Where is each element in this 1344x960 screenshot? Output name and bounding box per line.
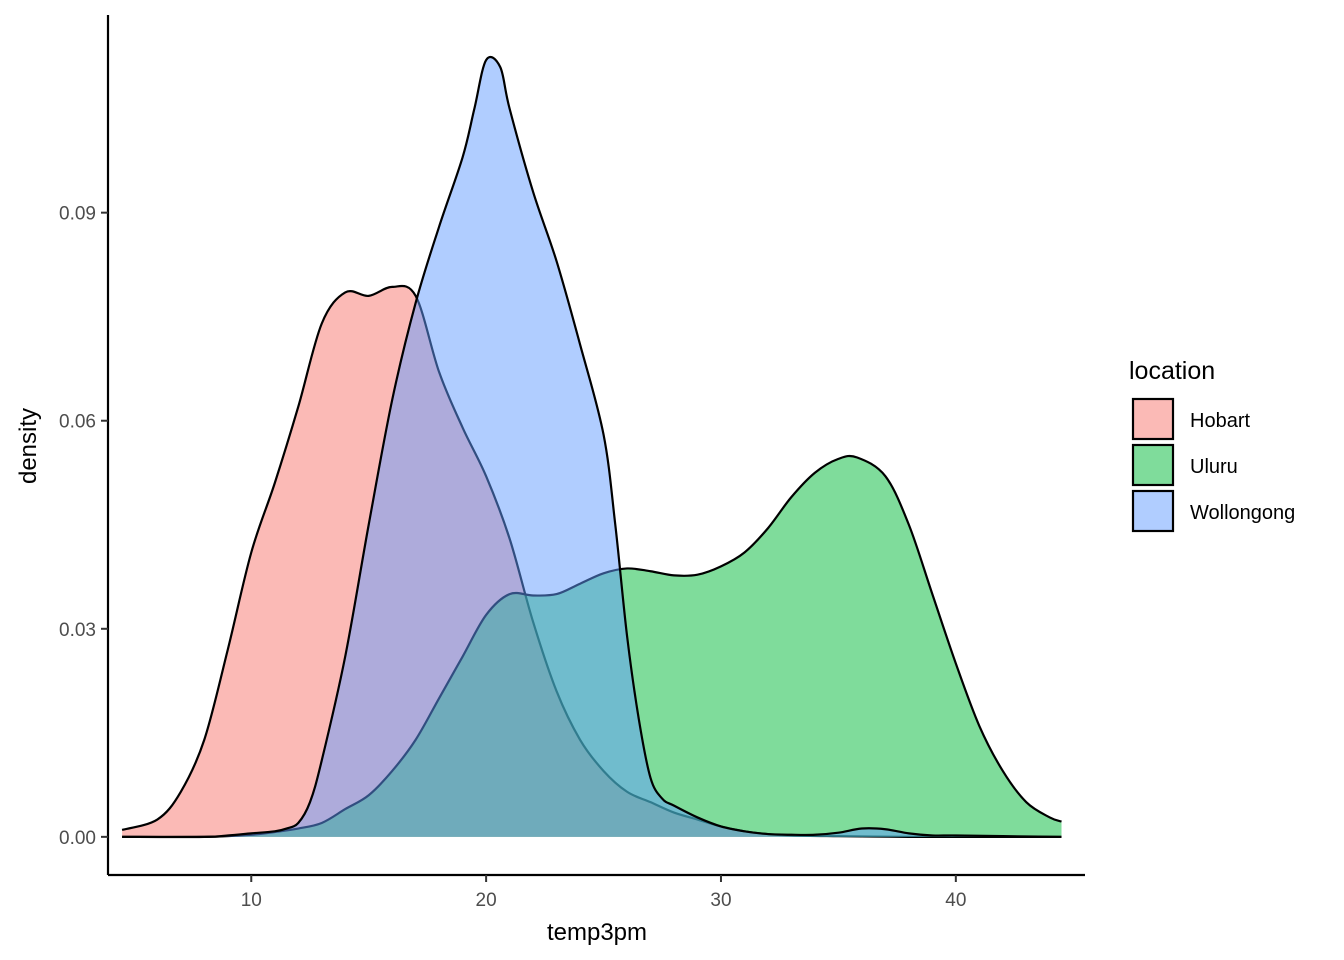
legend-swatch-wollongong [1131, 489, 1175, 533]
y-tick-label: 0.06 [59, 412, 96, 433]
y-axis-title: density [15, 408, 42, 484]
x-tick-label: 10 [241, 890, 262, 911]
legend-label-uluru: Uluru [1190, 456, 1238, 478]
legend-swatch-uluru [1131, 443, 1175, 487]
legend: location Hobart Uluru Wollongong [1129, 357, 1295, 533]
y-tick-label: 0.00 [59, 828, 96, 849]
plot-areas [121, 55, 1062, 839]
axes: 10 20 30 40 0.00 0.03 0.06 0.09 [59, 15, 1085, 911]
x-tick-label: 20 [476, 890, 497, 911]
y-tick-label: 0.03 [59, 620, 96, 641]
legend-swatch-hobart [1131, 397, 1175, 441]
x-tick-label: 30 [710, 890, 731, 911]
legend-label-wollongong: Wollongong [1190, 502, 1295, 524]
density-line-wollongong [122, 55, 1062, 839]
legend-label-hobart: Hobart [1190, 410, 1250, 432]
y-tick-label: 0.09 [59, 204, 96, 225]
density-area-wollongong [122, 56, 1062, 837]
legend-title: location [1129, 357, 1215, 385]
x-axis-title: temp3pm [547, 919, 647, 946]
x-tick-label: 40 [945, 890, 966, 911]
